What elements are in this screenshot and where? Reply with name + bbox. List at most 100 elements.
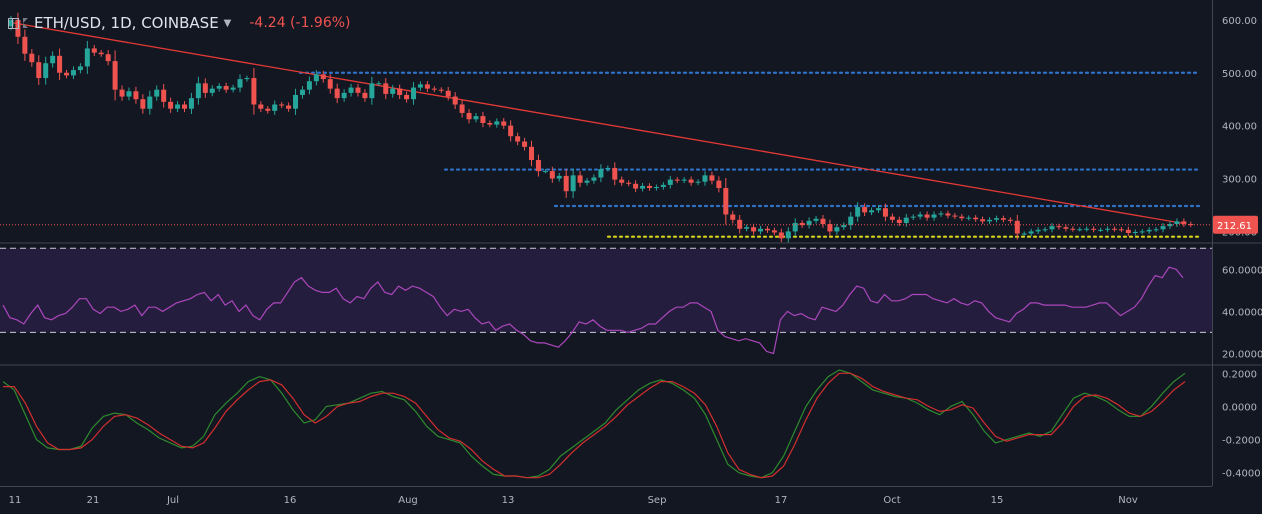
candle [980,219,986,222]
candle [959,216,965,219]
collapse-icon[interactable] [8,17,19,29]
candle [1063,227,1069,229]
candle [327,79,333,89]
candle [952,215,958,217]
candle [202,83,208,93]
candle [397,88,403,95]
candle [1160,226,1166,230]
stoch-tick-label: 0.2000 [1222,369,1257,380]
candle [362,92,368,99]
candle [945,213,951,216]
candle [320,74,326,80]
candle [584,180,590,183]
candle [147,96,153,109]
candle [1049,226,1055,230]
candle [605,167,611,170]
candle [29,53,35,63]
candle [813,218,819,221]
candle [77,66,83,71]
time-tick-label: 13 [502,495,515,506]
candle [424,84,430,89]
candle [764,228,770,231]
price-tick-label: 400.00 [1222,122,1257,133]
candle [1042,229,1048,231]
candle [702,175,708,182]
time-tick-label: Sep [648,495,667,506]
time-tick-label: 16 [284,495,297,506]
candle [820,218,826,225]
candle [279,104,285,106]
candle [869,210,875,213]
candle [91,48,97,53]
candle [792,222,798,232]
candle [244,78,250,80]
candle [1014,220,1020,234]
candle [660,184,666,187]
candle [973,217,979,220]
candle [258,104,264,109]
symbol-label[interactable]: ETH/USD, 1D, COINBASE [34,14,219,32]
candle [688,179,694,183]
candle [723,188,729,215]
time-tick-label: Oct [883,495,900,506]
candle [8,19,14,27]
candle [473,116,479,120]
candle [112,61,118,90]
candle [43,63,49,79]
candle [341,92,347,99]
candle [716,180,722,189]
candle [188,98,194,109]
candle [737,219,743,229]
candle [265,108,271,111]
candle [1181,221,1187,225]
candle [168,101,174,109]
flag-icon[interactable] [23,18,28,28]
candle [744,227,750,229]
time-tick-label: 17 [775,495,788,506]
candle [1118,229,1124,231]
rsi-line [2,266,1184,355]
candle [126,91,132,97]
chart-header: ETH/USD, 1D, COINBASE ▼ -4.24 (-1.96%) [8,12,351,34]
candle [390,88,396,94]
candle [841,225,847,228]
time-tick-label: Jul [166,495,179,506]
candle [570,175,576,192]
candle [1000,218,1006,220]
candle [1056,226,1062,228]
candle [223,85,229,90]
candle [876,208,881,211]
price-tick-label: 500.00 [1222,69,1257,80]
candle [1028,231,1034,234]
candle [1125,229,1131,234]
candle [1077,229,1083,231]
caret-down-icon[interactable]: ▼ [223,17,232,29]
candle [1153,229,1159,231]
rsi-tick-label: 20.0000 [1222,349,1262,360]
candle [563,175,569,192]
candle [640,185,646,189]
time-tick-label: Aug [398,495,418,506]
candle [598,169,604,178]
candle [515,136,521,142]
candle [591,177,597,181]
candle [535,160,541,172]
candle [667,179,673,185]
candle [431,88,437,90]
time-tick-label: 21 [87,495,100,506]
time-tick-label: 15 [991,495,1004,506]
candle [175,104,181,109]
candle [286,105,292,109]
candle [404,94,410,100]
candle [466,112,472,120]
candle [299,89,305,95]
candle [834,227,840,232]
candle [848,216,854,226]
candle [313,74,319,82]
candle [903,217,909,223]
stoch-d-line [3,372,1186,479]
candle [57,55,63,73]
candle [355,87,361,93]
